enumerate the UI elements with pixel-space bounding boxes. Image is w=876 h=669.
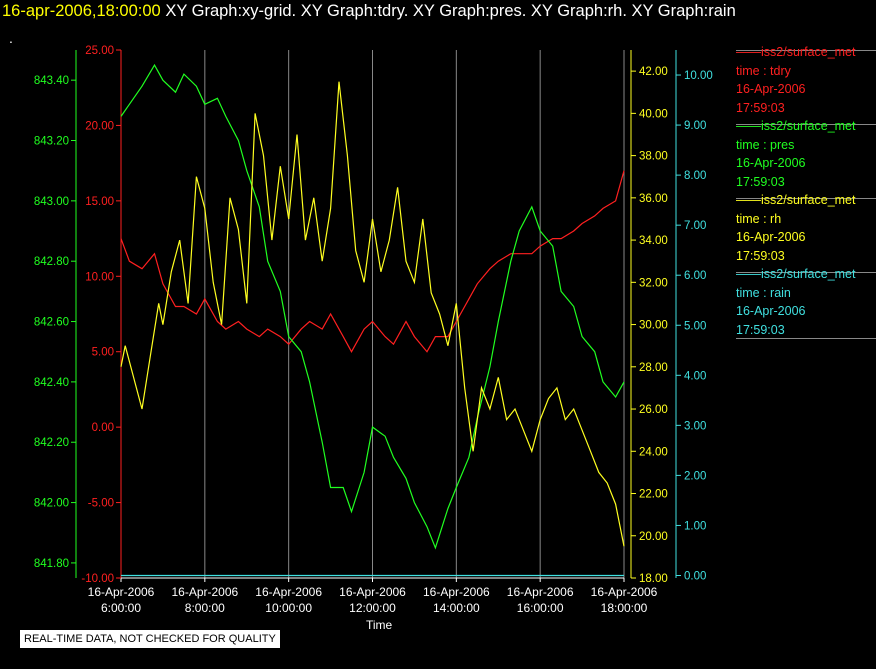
tdry-tick-label: 25.00 [85, 45, 114, 57]
pres-tick-label: 842.60 [34, 317, 69, 329]
rh-tick-label: 38.00 [639, 151, 668, 163]
legend-divider [736, 198, 876, 199]
pres-tick-label: 841.80 [34, 558, 69, 570]
tdry-series-line [120, 170, 625, 353]
x-tick-label-time: 8:00:00 [185, 601, 225, 615]
x-tick-label-date: 16-Apr-2006 [591, 585, 658, 599]
legend-variable: time : rh [736, 211, 782, 226]
rh-tick-label: 28.00 [639, 362, 668, 374]
rh-tick-label: 24.00 [639, 446, 668, 458]
rh-tick-label: 42.00 [639, 66, 668, 78]
legend-time: 17:59:03 [736, 322, 785, 337]
rain-tick-label: 8.00 [684, 170, 706, 182]
chart-title-bar: 16-apr-2006,18:00:00 XY Graph:xy-grid. X… [2, 2, 736, 21]
tdry-tick-label: 15.00 [85, 196, 114, 208]
legend-variable: time : pres [736, 137, 795, 152]
x-axis-label: Time [366, 618, 393, 632]
tdry-tick-label: 10.00 [85, 271, 114, 283]
x-tick-label-date: 16-Apr-2006 [171, 585, 238, 599]
x-tick-label-time: 10:00:00 [265, 601, 312, 615]
legend-divider [736, 124, 876, 125]
legend-date: 16-Apr-2006 [736, 156, 806, 170]
x-tick-label-time: 16:00:00 [517, 601, 564, 615]
pres-tick-label: 842.40 [34, 377, 69, 389]
legend-variable: time : rain [736, 285, 791, 300]
pres-tick-label: 842.00 [34, 498, 69, 510]
rh-series-line [120, 81, 625, 547]
rain-tick-label: 9.00 [684, 120, 706, 132]
rain-tick-label: 2.00 [684, 470, 706, 482]
legend-time: 17:59:03 [736, 100, 785, 115]
title-dot: . [9, 30, 13, 46]
quality-note: REAL-TIME DATA, NOT CHECKED FOR QUALITY [20, 630, 280, 648]
tdry-tick-label: 0.00 [92, 422, 114, 434]
legend-divider [736, 50, 876, 51]
x-tick-label-date: 16-Apr-2006 [255, 585, 322, 599]
pres-tick-label: 842.20 [34, 437, 69, 449]
legend-date: 16-Apr-2006 [736, 230, 806, 244]
rh-tick-label: 18.00 [639, 573, 668, 585]
title-graph-list: XY Graph:xy-grid. XY Graph:tdry. XY Grap… [165, 2, 736, 20]
x-tick-label-date: 16-Apr-2006 [423, 585, 490, 599]
legend-time: 17:59:03 [736, 174, 785, 189]
tdry-tick-label: -10.00 [81, 573, 114, 585]
rain-tick-label: 10.00 [684, 70, 713, 82]
rain-tick-label: 3.00 [684, 420, 706, 432]
x-tick-label-date: 16-Apr-2006 [339, 585, 406, 599]
rh-tick-label: 36.00 [639, 193, 668, 205]
legend-source: ——iss2/surface_met [736, 45, 856, 59]
legend-source: ——iss2/surface_met [736, 267, 856, 281]
pres-tick-label: 843.20 [34, 136, 69, 148]
rh-tick-label: 26.00 [639, 404, 668, 416]
rh-tick-label: 30.00 [639, 320, 668, 332]
legend-bottom-divider [736, 338, 876, 339]
tdry-tick-label: 5.00 [92, 347, 114, 359]
rh-tick-label: 20.00 [639, 531, 668, 543]
rain-tick-label: 6.00 [684, 270, 706, 282]
rain-tick-label: 1.00 [684, 520, 706, 532]
x-tick-label-time: 18:00:00 [601, 601, 648, 615]
legend-variable: time : tdry [736, 63, 791, 78]
pres-tick-label: 843.40 [34, 75, 69, 87]
pres-tick-label: 843.00 [34, 196, 69, 208]
x-tick-label-date: 16-Apr-2006 [507, 585, 574, 599]
legend-date: 16-Apr-2006 [736, 82, 806, 96]
rain-tick-label: 7.00 [684, 220, 706, 232]
legend-source: ——iss2/surface_met [736, 119, 856, 133]
pres-series-line [120, 63, 625, 550]
pres-tick-label: 842.80 [34, 256, 69, 268]
rh-tick-label: 32.00 [639, 277, 668, 289]
x-tick-label-time: 12:00:00 [349, 601, 396, 615]
legend-source: ——iss2/surface_met [736, 193, 856, 207]
tdry-tick-label: 20.00 [85, 120, 114, 132]
rain-tick-label: 5.00 [684, 320, 706, 332]
rh-tick-label: 22.00 [639, 489, 668, 501]
rain-tick-label: 0.00 [684, 570, 706, 582]
title-timestamp: 16-apr-2006,18:00:00 [2, 2, 161, 20]
legend-time: 17:59:03 [736, 248, 785, 263]
x-tick-label-date: 16-Apr-2006 [88, 585, 155, 599]
legend-divider [736, 272, 876, 273]
rh-tick-label: 40.00 [639, 108, 668, 120]
x-tick-label-time: 6:00:00 [101, 601, 141, 615]
x-tick-label-time: 14:00:00 [433, 601, 480, 615]
rh-tick-label: 34.00 [639, 235, 668, 247]
rain-tick-label: 4.00 [684, 370, 706, 382]
tdry-tick-label: -5.00 [88, 498, 114, 510]
legend-date: 16-Apr-2006 [736, 304, 806, 318]
